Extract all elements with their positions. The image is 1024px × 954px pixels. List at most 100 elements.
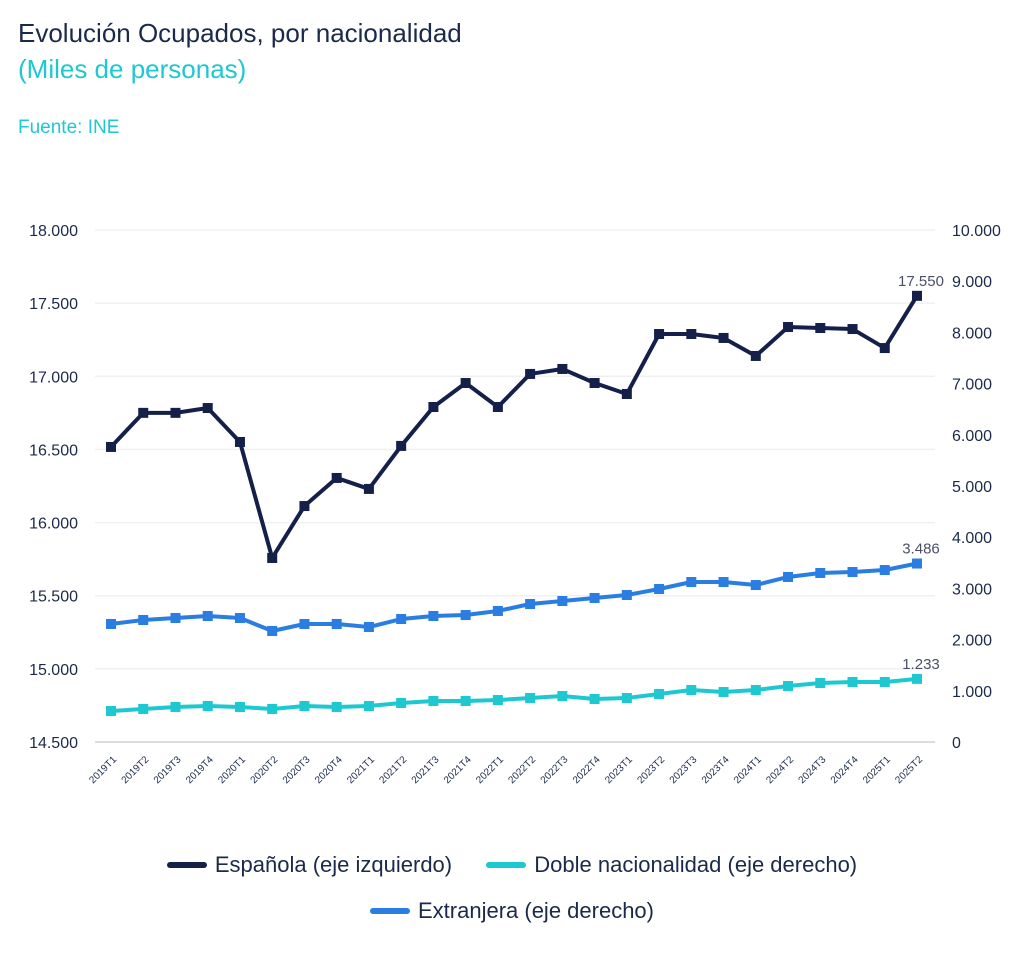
x-tick-label: 2023T4 — [700, 754, 732, 786]
data-point — [847, 324, 858, 335]
x-tick-label: 2023T1 — [603, 754, 635, 786]
data-point — [718, 577, 729, 587]
data-point — [557, 691, 568, 702]
x-tick-label: 2019T3 — [152, 754, 184, 786]
x-tick-label: 2020T3 — [281, 754, 313, 786]
data-point — [912, 673, 922, 684]
data-label: 1.233 — [902, 656, 940, 673]
data-point — [879, 565, 890, 576]
data-point — [331, 701, 342, 712]
y-left-tick-label: 14.500 — [29, 735, 78, 752]
data-point — [267, 625, 278, 636]
data-point — [750, 684, 761, 695]
data-point — [331, 618, 342, 629]
data-point — [621, 693, 632, 704]
y-left-tick-label: 15.500 — [29, 589, 78, 606]
x-tick-label: 2025T1 — [861, 754, 893, 786]
data-point — [750, 350, 761, 361]
data-point — [686, 329, 697, 340]
legend: Española (eje izquierdo) Doble nacionali… — [0, 848, 1024, 878]
data-point — [299, 701, 310, 712]
legend-item-espanola: Española (eje izquierdo) — [166, 852, 452, 878]
data-point — [460, 378, 471, 389]
data-point — [783, 680, 794, 691]
legend-row-2: Extranjera (eje derecho) — [0, 894, 1024, 924]
data-point — [783, 571, 794, 582]
data-point — [718, 332, 729, 343]
chart-title: Evolución Ocupados, por nacionalidad — [18, 18, 462, 48]
data-point — [912, 558, 922, 569]
chart-source: Fuente: INE — [18, 117, 120, 138]
x-tick-label: 2024T2 — [764, 754, 796, 786]
x-tick-label: 2022T3 — [539, 754, 571, 786]
x-tick-label: 2020T1 — [216, 754, 248, 786]
y-left-tick-label: 16.500 — [29, 442, 78, 459]
data-point — [363, 622, 374, 633]
data-point — [589, 378, 600, 389]
data-point — [428, 402, 439, 413]
data-point — [396, 697, 407, 708]
data-point — [428, 695, 439, 706]
y-left-tick-label: 16.000 — [29, 516, 78, 533]
data-label: 17.550 — [898, 273, 944, 290]
data-point — [138, 407, 149, 418]
data-point — [170, 701, 181, 712]
data-point — [686, 577, 697, 587]
data-point — [492, 605, 503, 616]
data-point — [589, 592, 600, 603]
data-point — [815, 323, 826, 334]
x-tick-label: 2019T1 — [87, 754, 119, 786]
y-right-tick-label: 9.000 — [952, 274, 992, 291]
data-point — [396, 614, 407, 625]
x-tick-label: 2021T4 — [442, 754, 474, 786]
data-point — [621, 590, 632, 601]
data-point — [428, 610, 439, 621]
series-line — [110, 676, 918, 714]
x-tick-label: 2022T2 — [506, 754, 538, 786]
data-point — [621, 388, 632, 399]
data-point — [460, 610, 471, 621]
data-point — [138, 614, 149, 625]
y-left-tick-label: 18.000 — [29, 223, 78, 240]
data-point — [234, 701, 245, 712]
data-point — [234, 612, 245, 623]
legend-label: Doble nacionalidad (eje derecho) — [534, 852, 858, 877]
data-point — [686, 684, 697, 695]
data-point — [654, 329, 665, 340]
data-point — [815, 678, 826, 689]
legend-swatch — [369, 908, 410, 914]
x-tick-label: 2025T2 — [893, 754, 925, 786]
data-point — [138, 703, 149, 714]
x-tick-label: 2022T1 — [474, 754, 506, 786]
x-tick-label: 2019T4 — [184, 754, 216, 786]
data-point — [718, 686, 729, 697]
data-point — [492, 695, 503, 706]
y-right-tick-label: 6.000 — [952, 428, 992, 445]
x-tick-label: 2024T1 — [732, 754, 764, 786]
x-tick-label: 2020T2 — [249, 754, 281, 786]
data-point — [492, 402, 503, 413]
data-point — [202, 403, 213, 414]
data-point — [847, 567, 858, 578]
data-point — [589, 693, 600, 704]
y-left-tick-label: 17.000 — [29, 369, 78, 386]
data-point — [654, 584, 665, 595]
x-tick-label: 2024T3 — [797, 754, 829, 786]
x-tick-label: 2020T4 — [313, 754, 345, 786]
data-point — [396, 440, 407, 451]
data-point — [170, 612, 181, 623]
legend-swatch — [166, 862, 207, 868]
data-point — [557, 595, 568, 606]
y-right-tick-label: 5.000 — [952, 479, 992, 496]
x-tick-label: 2023T2 — [635, 754, 667, 786]
data-label: 3.486 — [902, 541, 940, 558]
data-point — [460, 695, 471, 706]
data-point — [106, 618, 116, 629]
y-right-tick-label: 0 — [952, 735, 961, 752]
x-tick-label: 2021T2 — [378, 754, 410, 786]
data-point — [783, 321, 794, 332]
data-point — [267, 552, 278, 563]
legend-item-extranjera: Extranjera (eje derecho) — [369, 898, 654, 924]
data-point — [879, 343, 890, 354]
